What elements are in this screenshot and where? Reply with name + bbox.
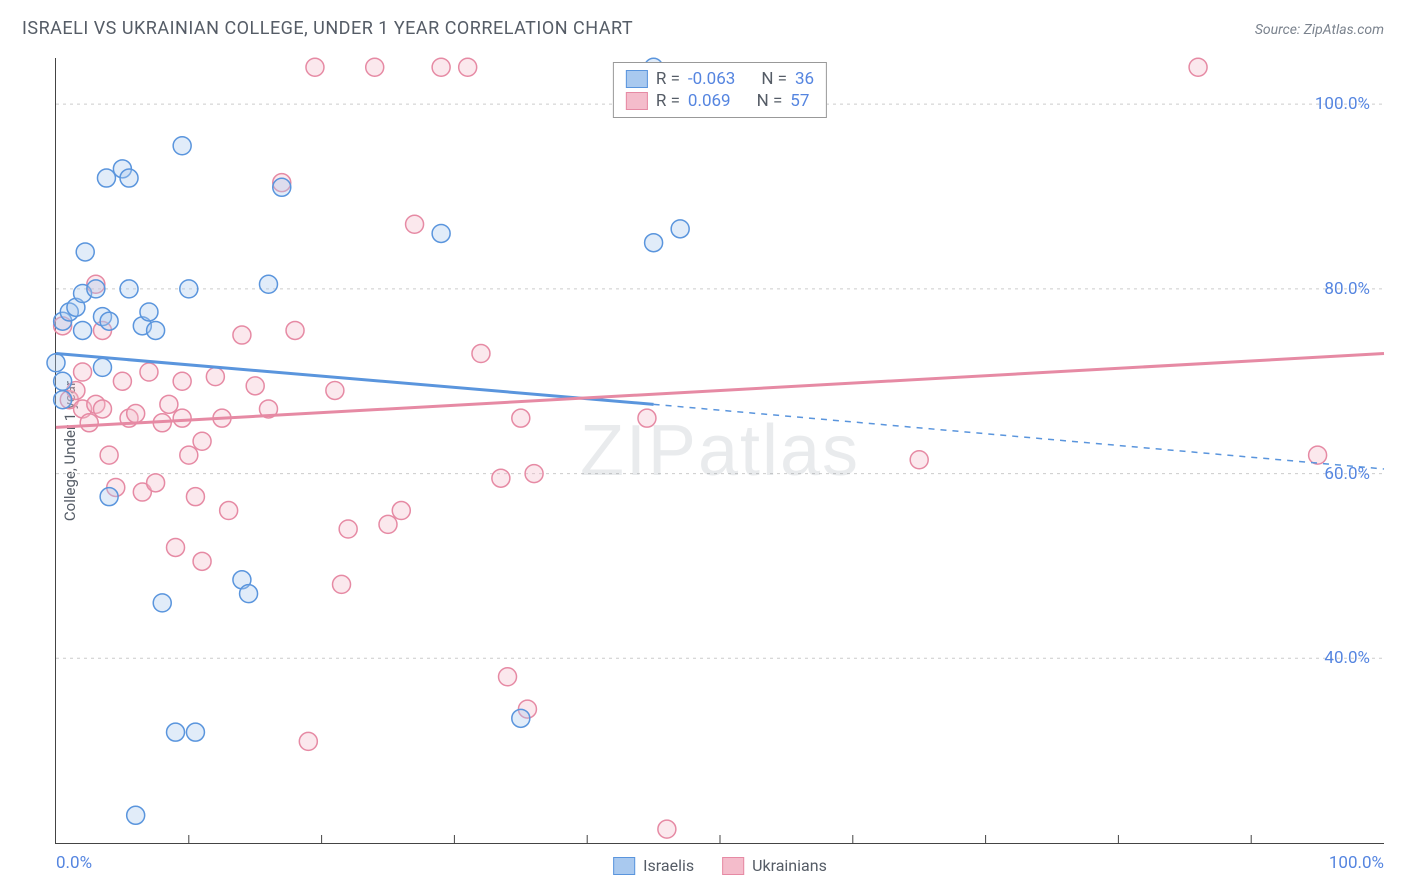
n-value-israelis: 36 [795,69,814,89]
swatch-israelis [626,70,648,88]
legend-row-ukrainians: R = 0.069 N = 57 [626,90,814,112]
x-axis-min-label: 0.0% [56,853,92,873]
chart-title: ISRAELI VS UKRAINIAN COLLEGE, UNDER 1 YE… [22,18,633,39]
source-attribution: Source: ZipAtlas.com [1255,22,1384,38]
scatter-plot-svg [56,58,1384,843]
legend-label-israelis: Israelis [643,856,694,875]
series-legend: Israelis Ukrainians [613,856,827,875]
correlation-legend: R = -0.063 N = 36 R = 0.069 N = 57 [613,62,827,118]
swatch-ukrainians-icon [722,857,744,875]
y-tick-label: 80.0% [1324,279,1370,299]
legend-item-israelis: Israelis [613,856,694,875]
chart-container: ISRAELI VS UKRAINIAN COLLEGE, UNDER 1 YE… [0,0,1406,892]
r-value-israelis: -0.063 [688,69,735,89]
y-tick-label: 40.0% [1324,648,1370,668]
n-value-ukrainians: 57 [790,91,809,111]
legend-label-ukrainians: Ukrainians [752,856,827,875]
plot-area: College, Under 1 year ZIPatlas R = -0.06… [55,58,1384,844]
r-value-ukrainians: 0.069 [688,91,731,111]
swatch-ukrainians [626,92,648,110]
swatch-israelis-icon [613,857,635,875]
x-axis-max-label: 100.0% [1329,853,1384,873]
y-tick-label: 60.0% [1324,464,1370,484]
y-tick-label: 100.0% [1315,94,1370,114]
legend-row-israelis: R = -0.063 N = 36 [626,68,814,90]
legend-item-ukrainians: Ukrainians [722,856,827,875]
